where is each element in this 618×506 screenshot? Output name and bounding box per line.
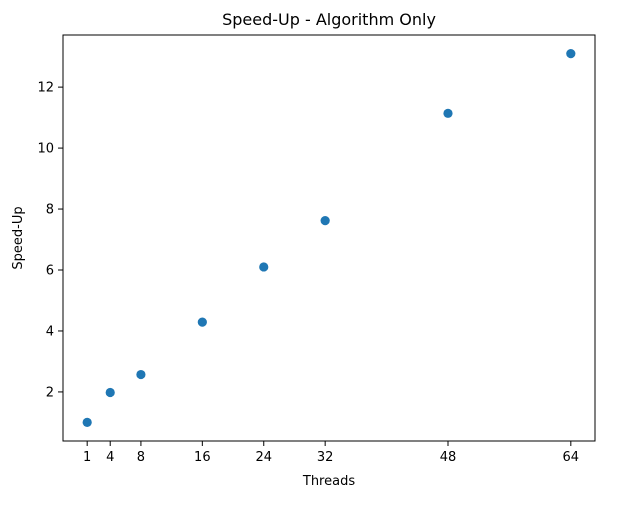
y-tick-label: 2	[46, 385, 54, 400]
y-tick-label: 8	[46, 203, 54, 218]
y-tick-label: 6	[46, 264, 54, 279]
y-axis: 2 4 6 8 10 12	[37, 81, 63, 400]
x-axis: 1 4 8 16 24 32 48 64	[83, 441, 579, 465]
x-tick-label: 24	[255, 450, 272, 465]
data-points	[82, 48, 576, 428]
x-tick-label: 8	[137, 450, 145, 465]
plot-area	[62, 34, 596, 442]
data-point	[566, 48, 576, 59]
data-point	[197, 317, 207, 327]
data-point	[259, 262, 269, 272]
data-point	[136, 369, 146, 380]
data-point	[82, 417, 92, 428]
x-tick-label: 4	[106, 450, 114, 465]
data-point	[105, 387, 115, 398]
y-axis-label: Speed-Up	[11, 206, 26, 269]
chart-title: Speed-Up - Algorithm Only	[222, 10, 436, 29]
y-tick-label: 10	[37, 142, 54, 157]
y-tick-label: 4	[46, 324, 54, 339]
x-axis-label: Threads	[302, 474, 355, 489]
data-point	[443, 108, 453, 118]
x-tick-label: 16	[194, 450, 211, 465]
x-tick-label: 64	[563, 450, 580, 465]
x-tick-label: 32	[317, 450, 334, 465]
x-tick-label: 48	[440, 450, 457, 465]
y-tick-label: 12	[37, 81, 54, 96]
data-point	[320, 216, 330, 226]
x-tick-label: 1	[83, 450, 91, 465]
